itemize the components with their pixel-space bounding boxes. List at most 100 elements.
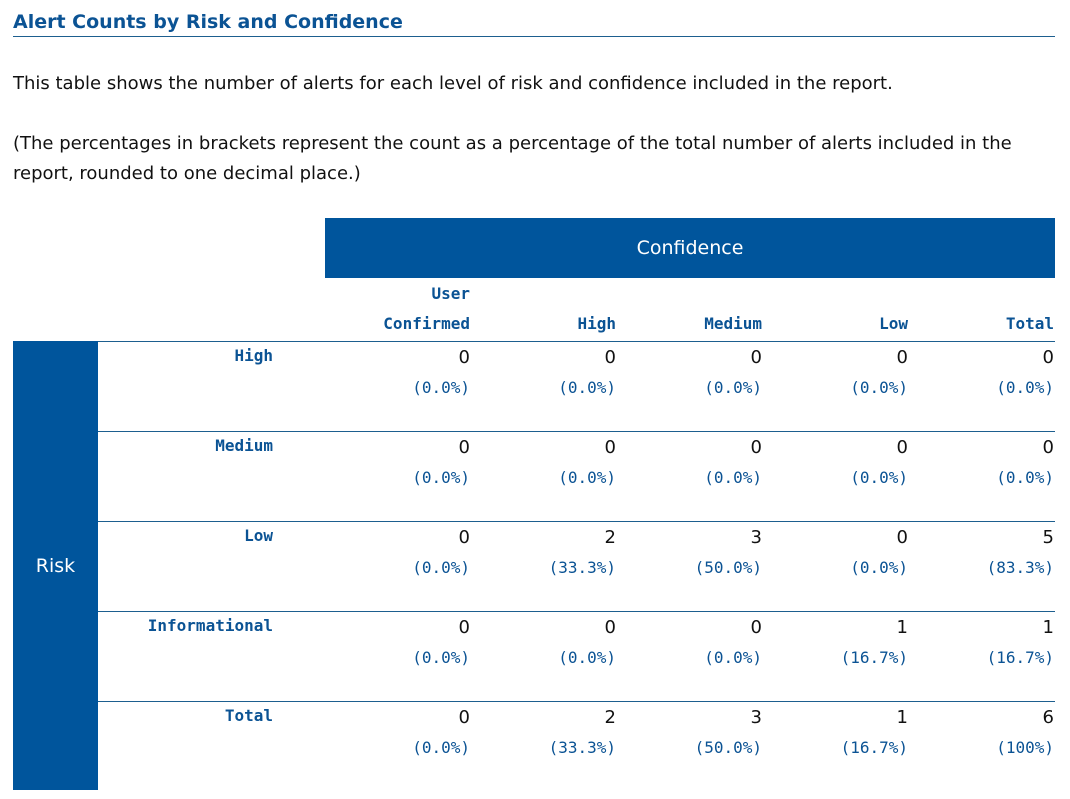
column-header-line2: Confirmed [383, 314, 470, 333]
table-cell-high: 2 (33.3%) [476, 703, 616, 763]
row-divider [98, 521, 1055, 522]
alert-count: 3 [750, 707, 762, 728]
row-label: Low [244, 526, 273, 545]
row-label: Informational [147, 616, 273, 635]
table-cell-low: 1 (16.7%) [768, 613, 908, 673]
table-cell-high: 0 (0.0%) [476, 343, 616, 403]
alert-percentage: (16.7%) [840, 648, 908, 667]
alert-count: 0 [604, 617, 616, 638]
alert-percentage: (0.0%) [412, 558, 470, 577]
alert-percentage: (0.0%) [412, 738, 470, 757]
alert-percentage: (0.0%) [704, 648, 762, 667]
table-cell-medium: 3 (50.0%) [622, 703, 762, 763]
alert-percentage: (83.3%) [986, 558, 1054, 577]
table-cell-total: 1 (16.7%) [914, 613, 1054, 673]
alert-percentage: (33.3%) [548, 738, 616, 757]
table-cell-medium: 3 (50.0%) [622, 523, 762, 583]
alert-count: 0 [458, 617, 470, 638]
column-header-line2: Low [879, 314, 908, 333]
column-header-medium: Medium [622, 281, 762, 339]
table-cell-low: 0 (0.0%) [768, 523, 908, 583]
column-header-line2: High [577, 314, 616, 333]
description-paragraph: This table shows the number of alerts fo… [13, 73, 893, 94]
alert-count: 1 [896, 617, 908, 638]
alert-percentage: (0.0%) [850, 558, 908, 577]
alert-percentage: (0.0%) [558, 468, 616, 487]
table-cell-total: 0 (0.0%) [914, 343, 1054, 403]
table-cell-low: 1 (16.7%) [768, 703, 908, 763]
table-cell-low: 0 (0.0%) [768, 433, 908, 493]
note-paragraph: (The percentages in brackets represent t… [13, 133, 1012, 184]
column-header-low: Low [768, 281, 908, 339]
table-cell-user-confirmed: 0 (0.0%) [330, 523, 470, 583]
alert-count: 0 [896, 347, 908, 368]
column-header-total: Total [914, 281, 1054, 339]
section-heading: Alert Counts by Risk and Confidence [13, 10, 1055, 37]
risk-header: Risk [13, 341, 98, 790]
row-divider [98, 611, 1055, 612]
row-divider [98, 701, 1055, 702]
alert-percentage: (0.0%) [412, 378, 470, 397]
alert-percentage: (0.0%) [996, 378, 1054, 397]
alert-percentage: (0.0%) [558, 648, 616, 667]
alert-percentage: (0.0%) [558, 378, 616, 397]
risk-header-label: Risk [35, 554, 76, 577]
alert-percentage: (0.0%) [996, 468, 1054, 487]
column-header-line2: Medium [704, 314, 762, 333]
alert-percentage: (50.0%) [694, 558, 762, 577]
column-header-user-confirmed: User Confirmed [330, 281, 470, 339]
alert-percentage: (100%) [996, 738, 1054, 757]
row-label: Medium [215, 436, 273, 455]
table-cell-medium: 0 (0.0%) [622, 613, 762, 673]
table-cell-user-confirmed: 0 (0.0%) [330, 433, 470, 493]
table-cell-high: 0 (0.0%) [476, 433, 616, 493]
alert-count: 0 [458, 527, 470, 548]
alert-count: 3 [750, 527, 762, 548]
row-divider [98, 341, 1055, 342]
column-header-line2: Total [1005, 314, 1054, 333]
alert-percentage: (50.0%) [694, 738, 762, 757]
alert-count: 0 [896, 437, 908, 458]
alert-count: 0 [896, 527, 908, 548]
table-cell-high: 2 (33.3%) [476, 523, 616, 583]
table-cell-total: 6 (100%) [914, 703, 1054, 763]
table-cell-user-confirmed: 0 (0.0%) [330, 703, 470, 763]
alert-count: 6 [1042, 707, 1054, 728]
alert-percentage: (16.7%) [986, 648, 1054, 667]
alert-percentage: (0.0%) [704, 378, 762, 397]
alert-count: 0 [750, 617, 762, 638]
alert-percentage: (0.0%) [704, 468, 762, 487]
alert-count: 0 [1042, 347, 1054, 368]
alert-count: 0 [750, 347, 762, 368]
alert-count: 0 [604, 347, 616, 368]
alert-count: 1 [1042, 617, 1054, 638]
table-cell-medium: 0 (0.0%) [622, 343, 762, 403]
alert-count: 0 [1042, 437, 1054, 458]
row-label: Total [224, 706, 273, 725]
alert-count: 2 [604, 527, 616, 548]
alert-count: 0 [604, 437, 616, 458]
column-header-line1: User [431, 284, 470, 303]
row-divider [98, 431, 1055, 432]
alert-percentage: (0.0%) [850, 468, 908, 487]
alert-count: 5 [1042, 527, 1054, 548]
alert-count: 2 [604, 707, 616, 728]
alert-percentage: (16.7%) [840, 738, 908, 757]
alert-count: 0 [458, 437, 470, 458]
table-cell-total: 5 (83.3%) [914, 523, 1054, 583]
row-label: High [234, 346, 273, 365]
alert-percentage: (33.3%) [548, 558, 616, 577]
table-cell-high: 0 (0.0%) [476, 613, 616, 673]
table-cell-total: 0 (0.0%) [914, 433, 1054, 493]
alert-count: 0 [750, 437, 762, 458]
alert-percentage: (0.0%) [412, 648, 470, 667]
alert-percentage: (0.0%) [412, 468, 470, 487]
table-cell-low: 0 (0.0%) [768, 343, 908, 403]
alert-count: 1 [896, 707, 908, 728]
table-cell-user-confirmed: 0 (0.0%) [330, 613, 470, 673]
table-cell-medium: 0 (0.0%) [622, 433, 762, 493]
alert-count: 0 [458, 707, 470, 728]
column-header-high: High [476, 281, 616, 339]
alert-count: 0 [458, 347, 470, 368]
confidence-header: Confidence [325, 218, 1055, 278]
